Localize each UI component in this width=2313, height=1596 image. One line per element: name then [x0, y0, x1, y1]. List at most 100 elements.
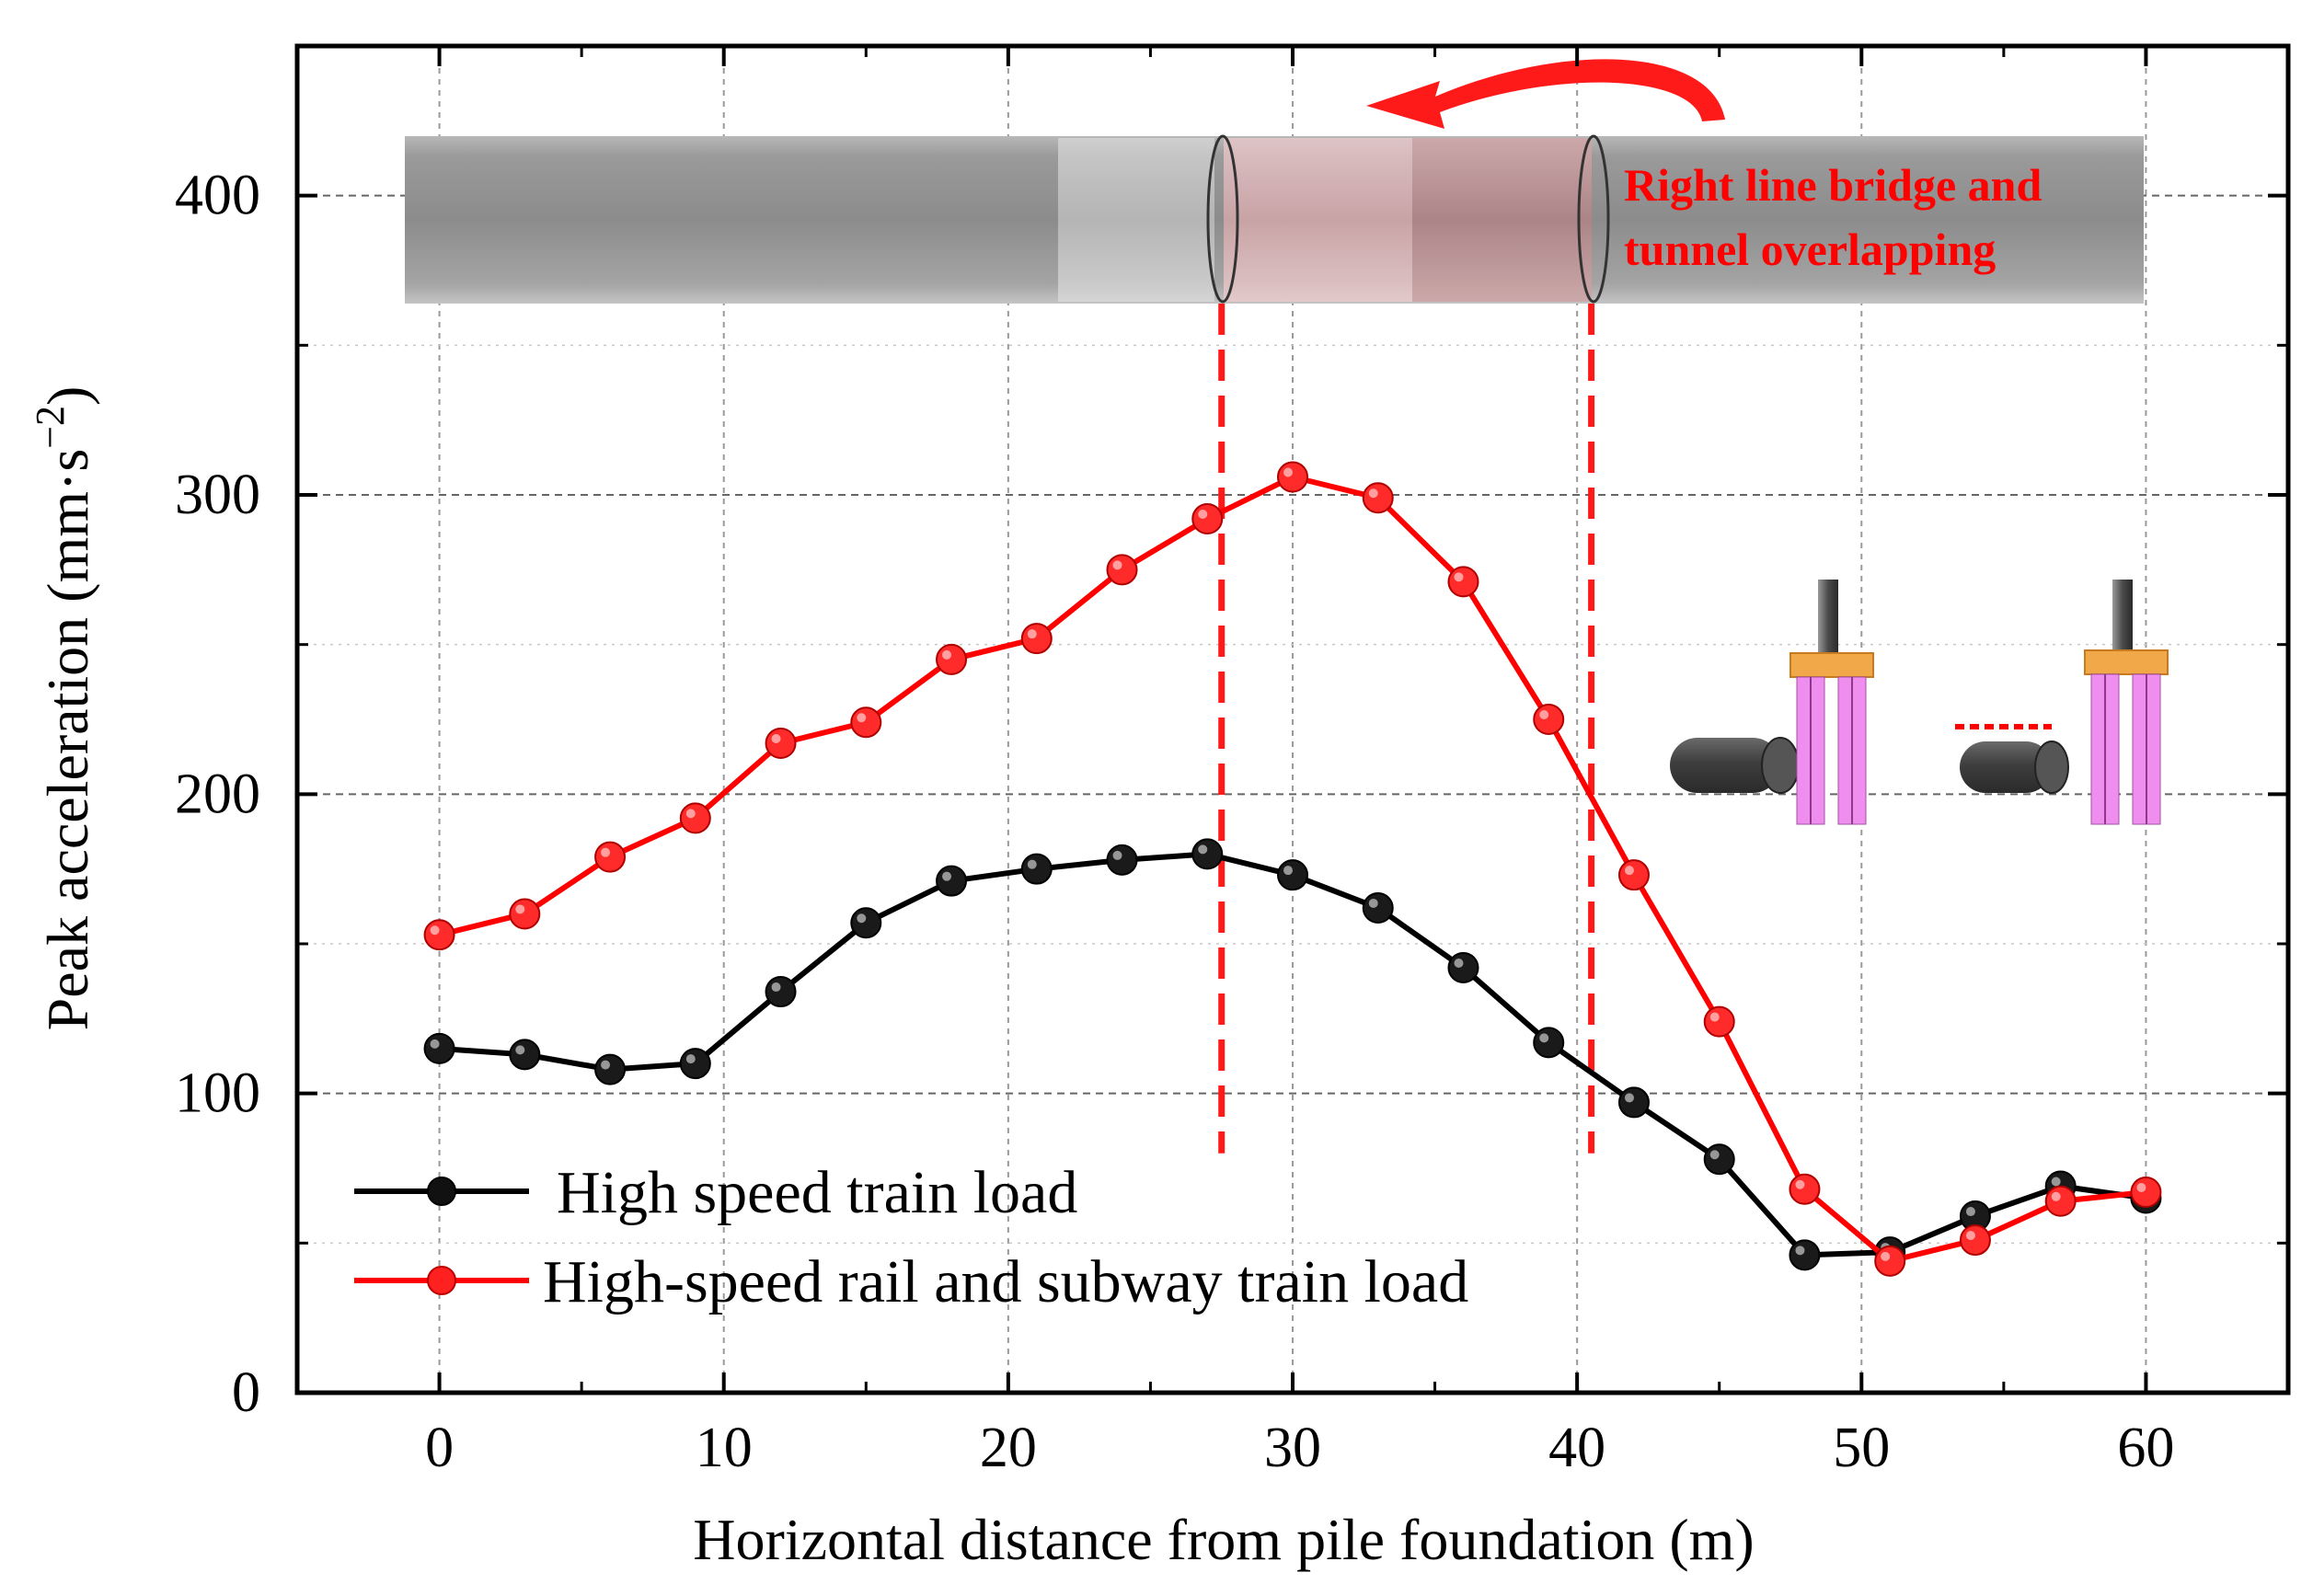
legend-label-rail-subway: High-speed rail and subway train load [543, 1248, 1468, 1315]
data-point-series-1 [679, 802, 711, 834]
data-point-highlight [1795, 1179, 1805, 1189]
y-axis-title: Peak acceleration (mm·s−2) [28, 386, 100, 1031]
data-point-highlight [1198, 844, 1208, 855]
tunnel-ring-left [1206, 134, 1239, 304]
small-tunnel-body [1670, 738, 1780, 793]
legend-marker-black [427, 1177, 456, 1206]
small-tunnel-end [1761, 737, 1800, 794]
data-point-series-1 [594, 841, 627, 873]
bridge-pier-column [1818, 580, 1838, 656]
data-point-highlight [1198, 510, 1208, 520]
data-point-highlight [515, 904, 525, 914]
x-tick-label: 40 [1548, 1417, 1605, 1479]
data-point-series-1 [1191, 503, 1224, 535]
data-point-highlight [1539, 1033, 1549, 1043]
small-tunnel-body [1960, 741, 2052, 793]
data-point-highlight [1027, 629, 1037, 639]
data-point-series-0 [1362, 891, 1394, 924]
data-point-highlight [771, 982, 781, 993]
y-tick-label: 400 [175, 165, 260, 227]
x-tick-label: 20 [980, 1417, 1037, 1479]
data-point-series-1 [1447, 566, 1479, 598]
tunnel-ring-right [1577, 134, 1610, 304]
data-point-series-0 [509, 1039, 541, 1071]
data-point-highlight [430, 925, 440, 936]
tunnel-tube-darkpink-section [1412, 138, 1592, 302]
small-tunnel-end [2034, 741, 2069, 794]
data-point-highlight [1112, 850, 1122, 860]
series-group [423, 461, 2162, 1277]
data-point-series-1 [1277, 461, 1308, 493]
data-point-highlight [1709, 1150, 1720, 1160]
data-point-series-0 [1020, 853, 1053, 885]
data-point-highlight [771, 734, 781, 744]
data-point-highlight [2136, 1183, 2146, 1193]
data-point-series-0 [765, 976, 797, 1008]
data-point-highlight [685, 1054, 696, 1064]
data-point-series-0 [1277, 859, 1308, 891]
data-point-series-1 [509, 898, 541, 930]
y-tick-label: 200 [175, 763, 260, 825]
data-point-highlight [1881, 1251, 1891, 1261]
data-point-highlight [430, 1039, 440, 1049]
data-point-highlight [1965, 1231, 1975, 1241]
data-point-series-1 [1533, 704, 1565, 735]
data-point-highlight [601, 847, 611, 857]
data-point-series-1 [1106, 554, 1138, 586]
data-point-series-0 [1617, 1086, 1650, 1119]
data-point-highlight [1965, 1207, 1975, 1217]
tunnel-tube-light-section [1058, 138, 1214, 302]
x-tick-label: 0 [425, 1417, 454, 1479]
data-point-series-1 [936, 643, 968, 675]
data-point-series-0 [1447, 952, 1479, 984]
y-axis-title-main: Peak acceleration (mm·s [35, 449, 100, 1031]
data-point-highlight [515, 1045, 525, 1055]
tunnel-illustration [405, 59, 2144, 304]
data-point-highlight [942, 649, 952, 660]
tick-labels: 0 10 20 30 40 50 60 0 100 200 300 400 [175, 165, 2174, 1479]
curved-arrow-icon [1366, 59, 1725, 129]
data-point-highlight [1368, 898, 1378, 908]
legend: High speed train load High-speed rail an… [354, 1159, 1468, 1315]
data-point-series-1 [1617, 859, 1650, 891]
data-point-series-0 [1703, 1143, 1735, 1176]
data-point-highlight [2051, 1191, 2061, 1201]
data-point-highlight [2051, 1177, 2061, 1187]
data-point-highlight [1368, 488, 1378, 499]
data-point-highlight [685, 809, 696, 819]
data-point-series-0 [679, 1048, 711, 1080]
data-point-highlight [1283, 866, 1293, 876]
y-tick-label: 100 [175, 1062, 260, 1125]
pile-schematic-separate [1955, 580, 2169, 825]
annotation-line2: tunnel overlapping [1624, 224, 1996, 275]
data-point-series-1 [2130, 1177, 2162, 1209]
data-point-series-1 [1874, 1245, 1906, 1277]
data-point-series-0 [1106, 844, 1138, 876]
data-point-highlight [1283, 467, 1293, 477]
data-point-series-0 [1533, 1027, 1565, 1059]
bridge-pier-column [2112, 580, 2133, 656]
data-point-series-1 [423, 919, 455, 951]
data-point-series-0 [594, 1053, 627, 1085]
y-tick-label: 300 [175, 464, 260, 526]
x-tick-label: 60 [2117, 1417, 2174, 1479]
data-point-series-1 [850, 706, 882, 739]
data-point-highlight [942, 871, 952, 881]
data-point-series-0 [1789, 1239, 1821, 1271]
data-point-series-1 [1703, 1005, 1735, 1038]
data-point-series-1 [1020, 623, 1053, 655]
data-point-series-0 [1191, 838, 1224, 870]
data-point-highlight [1624, 866, 1634, 876]
data-point-series-1 [1789, 1173, 1821, 1205]
data-point-highlight [1624, 1093, 1634, 1103]
reference-lines [1218, 304, 1595, 1154]
data-point-highlight [857, 713, 867, 723]
x-tick-label: 50 [1833, 1417, 1890, 1479]
data-point-highlight [1795, 1246, 1805, 1256]
y-axis-title-close: ) [35, 386, 100, 406]
data-point-highlight [857, 913, 867, 924]
data-point-highlight [1112, 560, 1122, 570]
x-axis-title: Horizontal distance from pile foundation… [693, 1507, 1754, 1572]
data-point-series-0 [936, 865, 968, 897]
axes [294, 43, 2291, 1395]
